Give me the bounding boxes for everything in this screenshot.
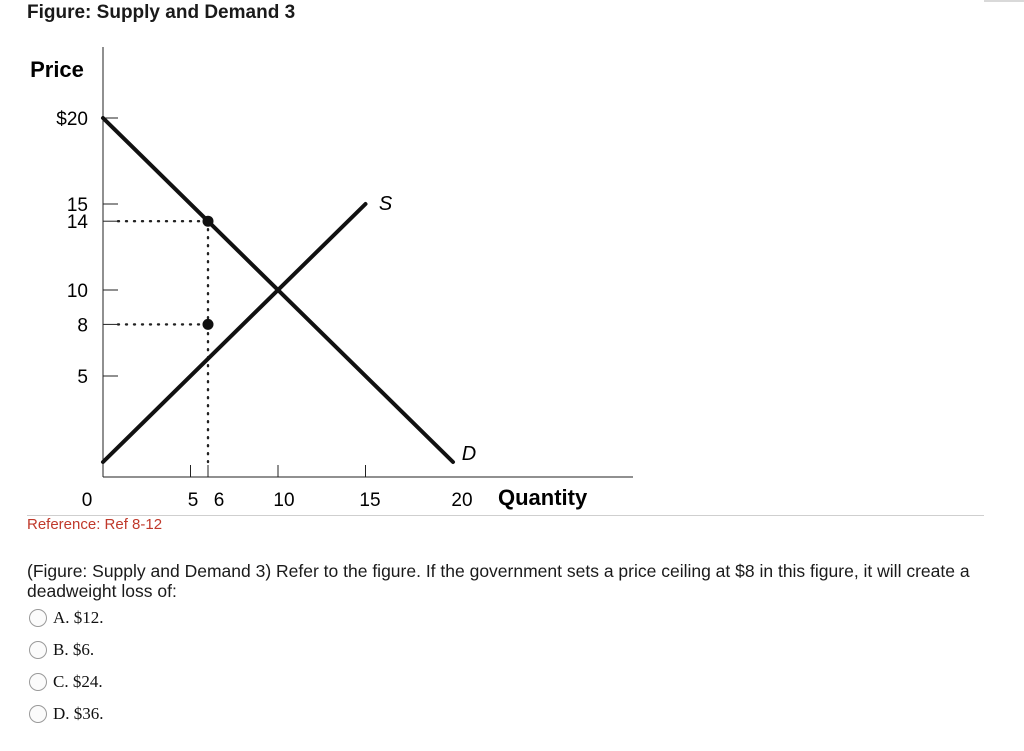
choice-b-label: B. $6. bbox=[53, 640, 95, 659]
x-tick-label-10: 10 bbox=[273, 490, 294, 511]
series-label-D: D bbox=[462, 443, 476, 465]
radio-c[interactable] bbox=[29, 673, 47, 691]
data-point-0 bbox=[202, 215, 214, 227]
y-tick-label-10: 10 bbox=[67, 281, 88, 302]
y-tick-label-$20: $20 bbox=[56, 109, 88, 130]
choice-c[interactable]: C. $24. bbox=[29, 672, 103, 692]
choice-d-label: D. $36. bbox=[53, 704, 104, 723]
radio-a[interactable] bbox=[29, 609, 47, 627]
radio-b[interactable] bbox=[29, 641, 47, 659]
choice-b[interactable]: B. $6. bbox=[29, 640, 94, 660]
x-tick-label-5: 5 bbox=[188, 490, 199, 511]
x-tick-label-15: 15 bbox=[359, 490, 380, 511]
x-tick-label-0: 0 bbox=[82, 490, 93, 511]
y-axis-label: Price bbox=[30, 57, 84, 82]
y-tick-label-8: 8 bbox=[77, 315, 88, 336]
question-text: (Figure: Supply and Demand 3) Refer to t… bbox=[27, 561, 970, 601]
x-axis-label: Quantity bbox=[498, 485, 588, 510]
y-tick-label-14: 14 bbox=[67, 212, 89, 233]
series-line-D bbox=[101, 116, 455, 464]
y-tick-label-15: 15 bbox=[67, 195, 88, 216]
choice-d[interactable]: D. $36. bbox=[29, 704, 104, 724]
choice-a-label: A. $12. bbox=[53, 608, 104, 627]
series-label-S: S bbox=[379, 193, 393, 215]
data-point-1 bbox=[202, 318, 214, 330]
figure-title: Figure: Supply and Demand 3 bbox=[27, 2, 296, 23]
choice-a[interactable]: A. $12. bbox=[29, 608, 104, 628]
series-line-S bbox=[101, 202, 368, 464]
top-rule bbox=[984, 0, 1024, 2]
reference-text: Reference: Ref 8-12 bbox=[27, 516, 163, 533]
radio-d[interactable] bbox=[29, 705, 47, 723]
separator bbox=[27, 515, 984, 516]
y-tick-label-5: 5 bbox=[77, 367, 88, 388]
x-tick-label-20: 20 bbox=[451, 490, 472, 511]
choice-c-label: C. $24. bbox=[53, 672, 103, 691]
x-tick-label-6: 6 bbox=[214, 490, 225, 511]
